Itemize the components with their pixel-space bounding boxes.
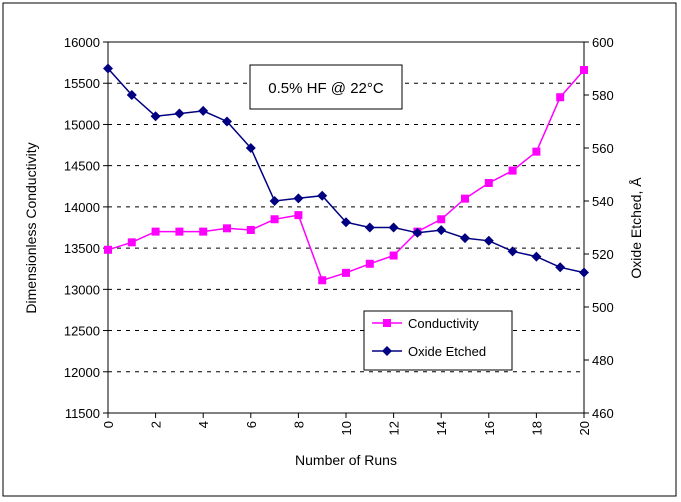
data-point-oxide-etched <box>555 262 566 273</box>
x-axis-title: Number of Runs <box>295 452 397 468</box>
data-point-oxide-etched <box>531 251 542 262</box>
data-point-oxide-etched <box>126 90 137 100</box>
y-left-tick-label: 14000 <box>64 200 100 215</box>
data-point-conductivity <box>580 66 588 75</box>
data-point-oxide-etched <box>198 105 209 116</box>
data-point-oxide-etched <box>174 108 185 119</box>
x-tick-label: 0 <box>101 421 116 428</box>
data-point-conductivity <box>365 259 374 268</box>
data-point-conductivity <box>437 215 446 224</box>
y-left-tick-label: 15000 <box>64 117 100 132</box>
y-right-tick-label: 540 <box>592 194 614 209</box>
x-tick-label: 6 <box>244 421 259 428</box>
data-point-oxide-etched <box>579 267 589 278</box>
data-point-conductivity <box>246 225 255 234</box>
data-point-oxide-etched <box>103 63 113 74</box>
y-left-tick-label: 15500 <box>64 76 100 91</box>
axis-ticks: 1150012000125001300013500140001450015000… <box>64 35 614 435</box>
y-axis-left-title: Dimensionless Conductivity <box>23 142 39 313</box>
data-point-conductivity <box>104 245 112 254</box>
y-left-tick-label: 14500 <box>64 159 100 174</box>
data-point-conductivity <box>151 227 160 236</box>
data-point-oxide-etched <box>483 235 494 246</box>
y-left-tick-label: 13000 <box>64 282 100 297</box>
y-left-tick-label: 16000 <box>64 35 100 50</box>
data-point-conductivity <box>175 227 184 236</box>
y-right-tick-label: 460 <box>592 406 614 421</box>
annotation-box: 0.5% HF @ 22°C <box>249 64 403 110</box>
legend-oxide-label: Oxide Etched <box>408 344 486 359</box>
data-point-conductivity <box>318 276 327 285</box>
y-right-tick-label: 600 <box>592 35 614 50</box>
y-right-tick-label: 480 <box>592 353 614 368</box>
data-point-oxide-etched <box>150 111 161 122</box>
data-point-oxide-etched <box>245 143 256 153</box>
annotation-text: 0.5% HF @ 22°C <box>268 80 384 97</box>
x-tick-label: 20 <box>577 421 592 435</box>
data-point-conductivity <box>556 93 565 102</box>
y-right-tick-label: 580 <box>592 88 614 103</box>
y-left-tick-label: 12500 <box>64 324 100 339</box>
x-tick-label: 14 <box>434 421 449 435</box>
x-tick-label: 12 <box>387 421 402 435</box>
y-right-tick-label: 520 <box>592 247 614 262</box>
x-tick-label: 18 <box>529 421 544 435</box>
y-left-tick-label: 11500 <box>65 406 100 421</box>
data-point-conductivity <box>270 215 279 224</box>
y-left-tick-label: 13500 <box>64 241 100 256</box>
y-left-tick-label: 12000 <box>64 365 100 380</box>
data-point-conductivity <box>223 224 231 233</box>
data-point-oxide-etched <box>341 217 351 228</box>
x-tick-label: 4 <box>196 421 211 428</box>
data-point-oxide-etched <box>269 196 280 206</box>
data-point-oxide-etched <box>317 190 328 201</box>
data-point-conductivity <box>199 227 208 236</box>
x-tick-label: 2 <box>149 421 164 428</box>
x-tick-label: 16 <box>482 421 497 435</box>
data-point-oxide-etched <box>388 222 399 233</box>
annotation-frame <box>249 64 403 110</box>
data-point-oxide-etched <box>460 233 470 244</box>
data-point-oxide-etched <box>293 193 304 204</box>
data-point-oxide-etched <box>222 116 232 127</box>
data-point-conductivity <box>532 147 541 156</box>
data-point-conductivity <box>294 211 303 220</box>
data-point-oxide-etched <box>412 227 423 238</box>
data-point-conductivity <box>127 238 136 247</box>
legend: Conductivity Oxide Etched <box>363 310 513 371</box>
legend-conductivity-marker <box>383 319 391 327</box>
data-point-conductivity <box>484 178 493 187</box>
legend-oxide-marker <box>382 346 392 356</box>
data-point-conductivity <box>389 251 398 260</box>
x-tick-label: 10 <box>339 421 354 435</box>
y-right-tick-label: 560 <box>592 141 614 156</box>
y-axis-right-title: Oxide Etched, Å <box>628 177 644 279</box>
data-point-conductivity <box>342 268 350 277</box>
data-point-conductivity <box>508 166 517 175</box>
y-right-tick-label: 500 <box>592 300 614 315</box>
data-point-oxide-etched <box>364 222 375 233</box>
data-point-oxide-etched <box>436 225 447 236</box>
data-point-conductivity <box>461 194 469 203</box>
legend-conductivity-label: Conductivity <box>408 316 479 331</box>
series <box>103 63 589 285</box>
x-tick-label: 8 <box>291 421 306 428</box>
data-point-oxide-etched <box>507 246 518 257</box>
